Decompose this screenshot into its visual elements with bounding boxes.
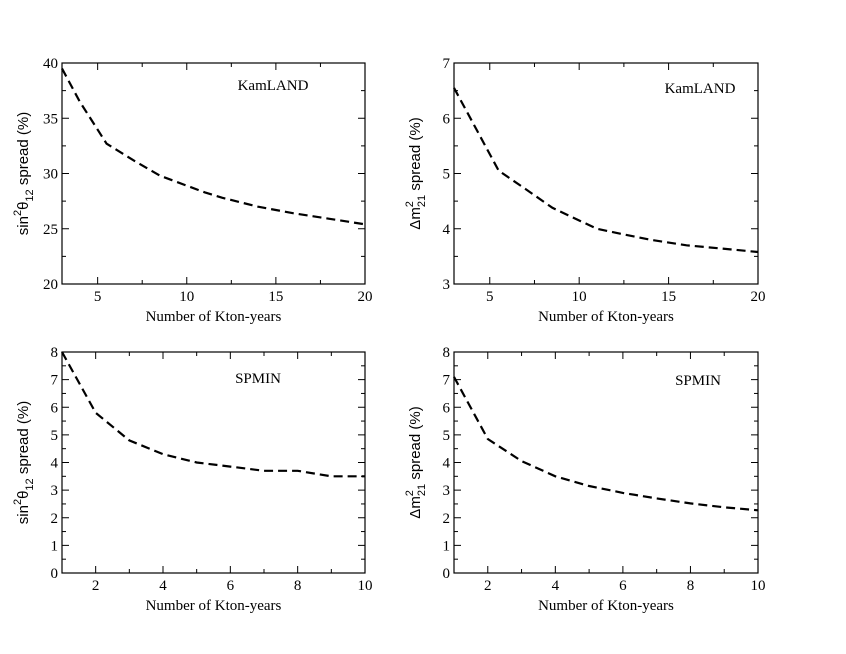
x-tick-label: 8 bbox=[687, 578, 695, 594]
x-axis-label: Number of Kton-years bbox=[146, 598, 282, 614]
y-axis-label: sin2θ12 spread (%) bbox=[12, 112, 36, 235]
x-axis-label: Number of Kton-years bbox=[538, 598, 674, 614]
chart-panel-3: 2 4 6 8 10 0 1 2 3 4 5 6 7 8 Number of Kton-years sin2θ… bbox=[12, 345, 373, 614]
chart-panel-2: 5 10 15 20 3 4 5 6 7 Number of Kton-years Δm221 sp… bbox=[404, 56, 766, 325]
y-tick-label: 8 bbox=[51, 345, 59, 361]
y-tick-label: 7 bbox=[443, 373, 451, 389]
y-tick-label: 3 bbox=[51, 483, 59, 499]
y-tick-label: 6 bbox=[443, 111, 451, 127]
series-line bbox=[453, 87, 759, 254]
y-tick-label: 25 bbox=[43, 222, 58, 238]
series-line bbox=[453, 376, 759, 512]
plot-frame bbox=[61, 351, 366, 574]
y-tick-label: 4 bbox=[443, 222, 451, 238]
y-tick-label: 20 bbox=[43, 277, 58, 293]
x-tick-label: 5 bbox=[486, 289, 494, 305]
plot-frame bbox=[61, 62, 366, 285]
x-tick-label: 6 bbox=[619, 578, 627, 594]
y-tick-label: 30 bbox=[43, 167, 58, 183]
y-tick-label: 3 bbox=[443, 483, 451, 499]
y-tick-label: 4 bbox=[51, 456, 59, 472]
x-tick-label: 10 bbox=[751, 578, 766, 594]
y-tick-label: 1 bbox=[51, 538, 59, 554]
panel-annotation: KamLAND bbox=[665, 81, 736, 97]
x-tick-label: 4 bbox=[159, 578, 167, 594]
y-tick-label: 35 bbox=[43, 111, 58, 127]
y-tick-label: 5 bbox=[443, 428, 451, 444]
x-tick-label: 15 bbox=[661, 289, 676, 305]
y-tick-label: 6 bbox=[443, 400, 451, 416]
chart-panel-4: 2 4 6 8 10 0 1 2 3 4 5 6 7 8 Number of Kton-years Δm221… bbox=[404, 345, 766, 614]
x-tick-label: 10 bbox=[358, 578, 373, 594]
y-tick-label: 1 bbox=[443, 538, 451, 554]
x-axis-label: Number of Kton-years bbox=[146, 309, 282, 325]
x-tick-label: 15 bbox=[268, 289, 283, 305]
panel-annotation: KamLAND bbox=[238, 78, 309, 94]
x-tick-label: 5 bbox=[94, 289, 102, 305]
x-tick-label: 2 bbox=[484, 578, 492, 594]
y-tick-label: 7 bbox=[51, 373, 59, 389]
series-line bbox=[61, 351, 365, 478]
x-tick-label: 6 bbox=[227, 578, 235, 594]
x-tick-label: 10 bbox=[179, 289, 194, 305]
y-tick-label: 7 bbox=[443, 56, 451, 72]
series-line bbox=[61, 67, 366, 226]
y-tick-label: 5 bbox=[51, 428, 59, 444]
chart-panel-1: 5 10 15 20 20 25 30 35 40 Number of Kton-years sin… bbox=[12, 56, 373, 325]
y-tick-label: 5 bbox=[443, 167, 451, 183]
y-axis-label: Δm221 spread (%) bbox=[404, 117, 428, 229]
y-axis-label: Δm221 spread (%) bbox=[404, 406, 428, 518]
x-tick-label: 4 bbox=[552, 578, 560, 594]
y-tick-label: 3 bbox=[443, 277, 451, 293]
x-tick-label: 2 bbox=[92, 578, 100, 594]
panel-annotation: SPMIN bbox=[675, 373, 721, 389]
y-tick-label: 2 bbox=[51, 511, 59, 527]
y-tick-label: 8 bbox=[443, 345, 451, 361]
panel-annotation: SPMIN bbox=[235, 371, 281, 387]
y-tick-label: 0 bbox=[443, 566, 451, 582]
x-tick-label: 20 bbox=[358, 289, 373, 305]
y-tick-label: 40 bbox=[43, 56, 58, 72]
x-tick-label: 10 bbox=[572, 289, 587, 305]
x-tick-label: 8 bbox=[294, 578, 302, 594]
y-tick-label: 4 bbox=[443, 456, 451, 472]
y-tick-label: 6 bbox=[51, 400, 59, 416]
y-tick-label: 2 bbox=[443, 511, 451, 527]
x-axis-label: Number of Kton-years bbox=[538, 309, 674, 325]
y-axis-label: sin2θ12 spread (%) bbox=[12, 401, 36, 524]
x-tick-label: 20 bbox=[751, 289, 766, 305]
y-tick-label: 0 bbox=[51, 566, 59, 582]
